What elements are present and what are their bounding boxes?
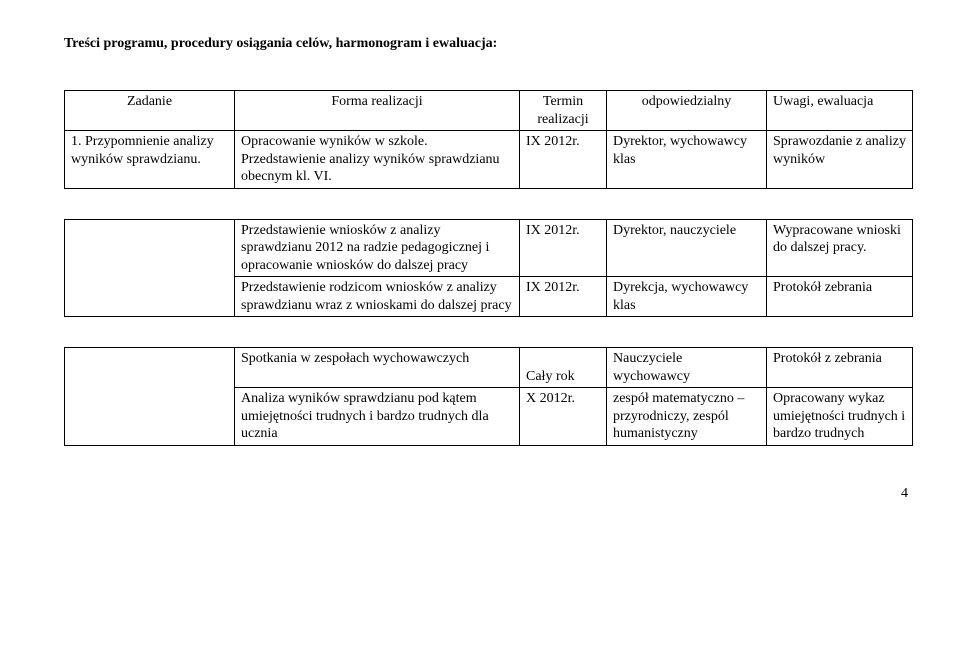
- cell-termin: IX 2012r.: [520, 219, 607, 277]
- header-uwagi: Uwagi, ewaluacja: [767, 91, 913, 131]
- cell-uwagi: Opracowany wykaz umiejętności trudnych i…: [767, 388, 913, 446]
- page-heading: Treści programu, procedury osiągania cel…: [64, 36, 912, 52]
- table-row: Zadanie Forma realizacji Termin realizac…: [65, 91, 913, 131]
- cell-zadanie: 1. Przypomnienie analizy wyników sprawdz…: [65, 131, 235, 189]
- cell-termin: X 2012r.: [520, 388, 607, 446]
- page-number: 4: [64, 486, 912, 502]
- cell-forma: Przedstawienie rodzicom wniosków z anali…: [235, 277, 520, 317]
- cell-odpowiedzialny: Dyrektor, nauczyciele: [607, 219, 767, 277]
- cell-odpowiedzialny: Nauczyciele wychowawcy: [607, 348, 767, 388]
- header-zadanie: Zadanie: [65, 91, 235, 131]
- cell-forma: Spotkania w zespołach wychowawczych: [235, 348, 520, 388]
- table-row: Spotkania w zespołach wychowawczych Cały…: [65, 348, 913, 388]
- header-odpowiedzialny: odpowiedzialny: [607, 91, 767, 131]
- cell-uwagi: Sprawozdanie z analizy wyników: [767, 131, 913, 189]
- cell-zadanie-empty: [65, 219, 235, 317]
- header-forma: Forma realizacji: [235, 91, 520, 131]
- cell-forma: Przedstawienie wniosków z analizy sprawd…: [235, 219, 520, 277]
- cell-zadanie-empty: [65, 348, 235, 446]
- cell-uwagi: Wypracowane wnioski do dalszej pracy.: [767, 219, 913, 277]
- table-2: Przedstawienie wniosków z analizy sprawd…: [64, 219, 913, 318]
- table-3: Spotkania w zespołach wychowawczych Cały…: [64, 347, 913, 446]
- table-row: 1. Przypomnienie analizy wyników sprawdz…: [65, 131, 913, 189]
- cell-odpowiedzialny: Dyrekcja, wychowawcy klas: [607, 277, 767, 317]
- cell-odpowiedzialny: Dyrektor, wychowawcy klas: [607, 131, 767, 189]
- table-1: Zadanie Forma realizacji Termin realizac…: [64, 90, 913, 189]
- cell-termin: IX 2012r.: [520, 131, 607, 189]
- cell-termin: Cały rok: [520, 348, 607, 388]
- cell-termin: IX 2012r.: [520, 277, 607, 317]
- cell-forma: Opracowanie wyników w szkole. Przedstawi…: [235, 131, 520, 189]
- cell-odpowiedzialny: zespół matematyczno – przyrodniczy, zesp…: [607, 388, 767, 446]
- table-row: Przedstawienie wniosków z analizy sprawd…: [65, 219, 913, 277]
- header-termin: Termin realizacji: [520, 91, 607, 131]
- cell-forma: Analiza wyników sprawdzianu pod kątem um…: [235, 388, 520, 446]
- cell-uwagi: Protokół z zebrania: [767, 348, 913, 388]
- cell-uwagi: Protokół zebrania: [767, 277, 913, 317]
